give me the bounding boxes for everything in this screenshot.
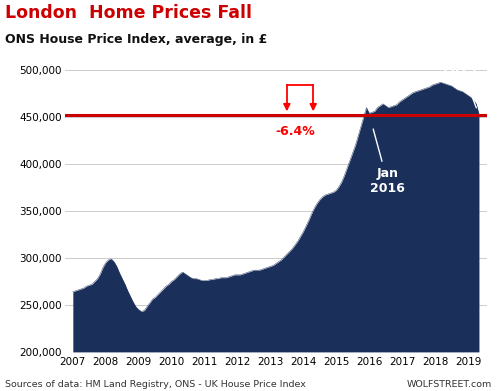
Text: Sources of data: HM Land Registry, ONS - UK House Price Index: Sources of data: HM Land Registry, ONS -… bbox=[5, 380, 306, 389]
Text: -6.4%: -6.4% bbox=[275, 124, 315, 138]
Text: ONS House Price Index, average, in £: ONS House Price Index, average, in £ bbox=[5, 33, 267, 46]
Text: May
2019: May 2019 bbox=[442, 48, 477, 108]
Text: Jan
2016: Jan 2016 bbox=[370, 129, 405, 195]
Text: London  Home Prices Fall: London Home Prices Fall bbox=[5, 4, 252, 22]
Text: WOLFSTREET.com: WOLFSTREET.com bbox=[407, 380, 492, 389]
